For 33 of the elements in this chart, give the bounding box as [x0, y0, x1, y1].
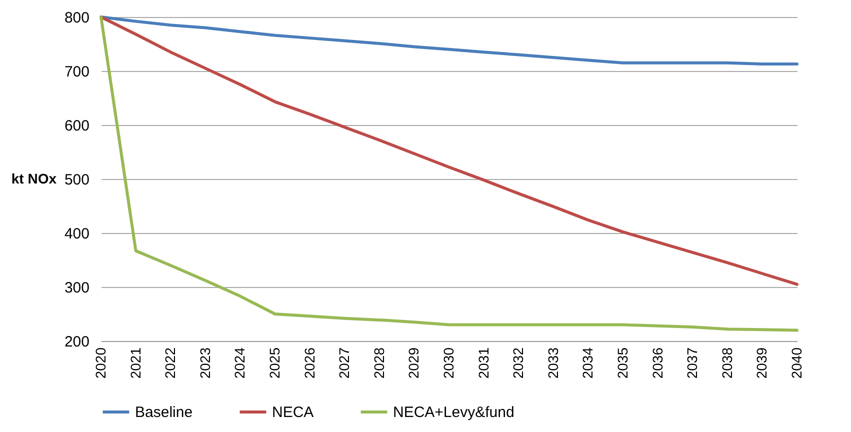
- legend-label: NECA: [272, 404, 314, 421]
- x-tick-label: 2027: [336, 347, 352, 379]
- x-tick-label: 2035: [614, 347, 630, 379]
- x-tick-label: 2038: [718, 347, 735, 379]
- legend-label: NECA+Levy&fund: [393, 404, 514, 421]
- y-tick-label: 600: [64, 118, 90, 134]
- x-tick-label: 2032: [510, 347, 526, 379]
- x-tick-label: 2031: [475, 347, 492, 379]
- x-tick-label: 2030: [440, 347, 456, 379]
- line-series: [100, 16, 798, 66]
- x-tick-label: 2024: [232, 347, 248, 379]
- y-tick-label: 800: [64, 10, 90, 26]
- y-tick-label: 700: [64, 64, 90, 80]
- x-tick-label: 2029: [406, 347, 422, 379]
- x-tick-label: 2022: [162, 347, 178, 379]
- x-tick-label: 2026: [301, 347, 318, 379]
- y-tick-label: 500: [64, 172, 90, 188]
- x-tick-label: 2020: [92, 347, 108, 379]
- x-tick-label: 2033: [544, 347, 561, 379]
- y-tick-label: 200: [64, 334, 90, 350]
- x-tick-label: 2028: [370, 347, 387, 379]
- y-tick-label: 400: [64, 226, 90, 242]
- x-tick-label: 2034: [580, 347, 596, 379]
- x-tick-label: 2036: [649, 347, 666, 379]
- x-tick-label: 2039: [754, 347, 770, 379]
- y-tick-label: 300: [64, 280, 90, 296]
- x-tick-label: 2037: [684, 347, 700, 379]
- x-tick-label: 2025: [266, 347, 282, 379]
- x-tick-label: 2023: [196, 347, 213, 379]
- y-axis-title: kt NOx: [11, 170, 57, 186]
- x-tick-label: 2040: [788, 347, 804, 379]
- x-tick-label: 2021: [127, 347, 144, 379]
- legend-label: Baseline: [135, 404, 193, 421]
